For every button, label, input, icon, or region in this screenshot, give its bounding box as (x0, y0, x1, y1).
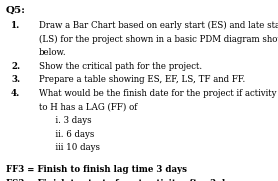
Text: below.: below. (39, 48, 66, 57)
Text: iii 10 days: iii 10 days (39, 143, 100, 152)
Text: What would be the finish date for the project if activity F: What would be the finish date for the pr… (39, 89, 278, 98)
Text: 1.: 1. (11, 21, 20, 30)
Text: Show the critical path for the project.: Show the critical path for the project. (39, 62, 202, 71)
Text: (LS) for the project shown in a basic PDM diagram shown: (LS) for the project shown in a basic PD… (39, 35, 278, 44)
Text: ii. 6 days: ii. 6 days (39, 130, 94, 139)
Text: Draw a Bar Chart based on early start (ES) and late start: Draw a Bar Chart based on early start (E… (39, 21, 278, 30)
Text: Q5:: Q5: (6, 5, 26, 14)
Text: to H has a LAG (FF) of: to H has a LAG (FF) of (39, 102, 137, 111)
Text: 2.: 2. (11, 62, 20, 71)
Text: Prepare a table showing ES, EF, LS, TF and FF.: Prepare a table showing ES, EF, LS, TF a… (39, 75, 245, 84)
Text: i. 3 days: i. 3 days (39, 116, 91, 125)
Text: 4.: 4. (11, 89, 20, 98)
Text: FS3 = Finish to start of next activity after 3 days: FS3 = Finish to start of next activity a… (6, 178, 240, 181)
Text: 3.: 3. (11, 75, 20, 84)
Text: FF3 = Finish to finish lag time 3 days: FF3 = Finish to finish lag time 3 days (6, 165, 187, 174)
